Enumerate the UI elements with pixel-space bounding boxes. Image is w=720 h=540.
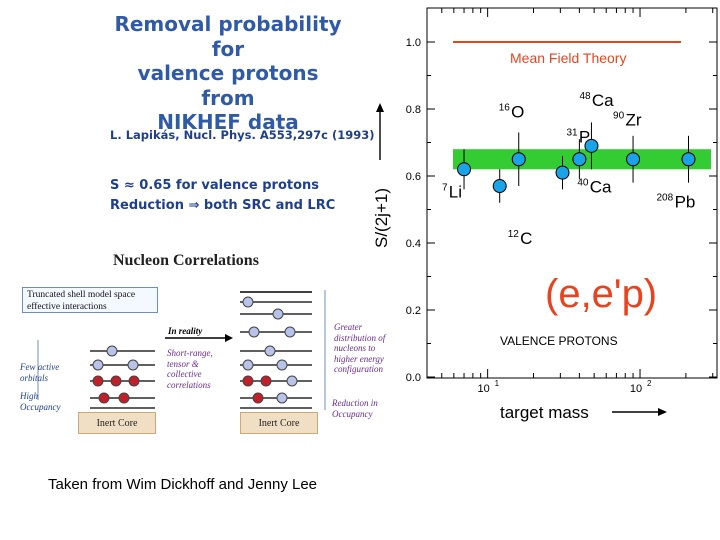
y-axis: 0.0 0.2 0.4 0.6 0.8 1.0	[406, 37, 717, 384]
spectroscopic-factor-note: S ≈ 0.65 for valence protons	[110, 178, 320, 193]
right-orbital-stack	[240, 291, 312, 409]
y-tick-label: 0.0	[406, 372, 421, 384]
reduction-occupancy-label: Reduction in Occupancy	[332, 398, 378, 419]
y-tick-label: 0.8	[406, 104, 421, 116]
title-line: valence protons	[137, 61, 319, 85]
x-tick-label: 10	[630, 383, 642, 395]
in-reality-label: In reality	[168, 326, 203, 336]
x-tick-exponent: 1	[495, 379, 500, 388]
left-orbital-stack	[90, 345, 155, 409]
inert-core-right: Inert Core	[240, 412, 318, 434]
point-mass-number: 16	[499, 102, 511, 113]
point-nucleus-label: Ca	[590, 177, 612, 196]
short-range-label: Short-range, tensor & collective correla…	[167, 348, 213, 390]
greater-distribution-label: Greater distribution of nucleons to high…	[334, 322, 386, 374]
point-mass-number: 7	[442, 182, 448, 193]
point-nucleus-label: Li	[449, 182, 462, 201]
valence-protons-label: VALENCE PROTONS	[500, 334, 618, 348]
high-occupancy-label: High Occupancy	[20, 391, 61, 412]
point-nucleus-label: P	[579, 128, 590, 147]
plot-frame	[426, 7, 718, 379]
y-tick-label: 0.6	[406, 171, 421, 183]
point-nucleus-label: Ca	[592, 91, 614, 110]
y-tick-label: 0.4	[406, 238, 421, 250]
point-mass-number: 12	[508, 229, 520, 240]
point-nucleus-label: O	[511, 102, 524, 121]
data-point	[584, 138, 599, 153]
data-point	[555, 165, 570, 180]
y-axis-label: S/(2j+1)	[372, 188, 391, 248]
data-point	[511, 152, 526, 167]
mean-field-label: Mean Field Theory	[510, 50, 626, 66]
data-point	[681, 152, 696, 167]
few-active-orbitals-label: Few active orbitals	[20, 362, 60, 383]
data-point	[457, 162, 472, 177]
correlations-diagram	[37, 290, 326, 410]
title-line: from	[201, 85, 255, 110]
x-tick-label: 10	[478, 383, 490, 395]
data-point	[572, 152, 587, 167]
y-tick-label: 1.0	[406, 37, 421, 49]
slide-title: Removal probability for valence protons …	[108, 12, 348, 135]
title-line: Removal probability for	[114, 12, 342, 61]
title-line: NIKHEF data	[157, 110, 299, 134]
spectroscopic-factor-chart: 0.0 0.2 0.4 0.6 0.8 1.0 10 1 10 2 Mean Field The…	[372, 7, 718, 422]
reaction-label: (e,e'p)	[545, 272, 657, 316]
y-axis-arrow	[376, 103, 384, 160]
point-mass-number: 208	[656, 192, 673, 203]
reference-citation: L. Lapikás, Nucl. Phys. A553,297c (1993)	[110, 128, 375, 142]
data-point	[492, 179, 507, 194]
x-axis-label: target mass	[500, 403, 589, 422]
correlations-title: Nucleon Correlations	[113, 252, 259, 269]
y-tick-label: 0.2	[406, 305, 421, 317]
inert-core-left: Inert Core	[78, 412, 156, 434]
point-nucleus-label: C	[520, 229, 532, 248]
x-axis-arrow	[612, 408, 667, 416]
point-nucleus-label: Pb	[675, 192, 696, 211]
point-mass-number: 31	[567, 128, 579, 139]
truncated-shell-model-box: Truncated shell model space effective in…	[22, 287, 158, 313]
reduction-note: Reduction ⇒ both SRC and LRC	[110, 198, 336, 213]
data-point	[626, 152, 641, 167]
point-mass-number: 48	[579, 91, 591, 102]
x-axis: 10 1 10 2	[426, 8, 714, 395]
credit-caption: Taken from Wim Dickhoff and Jenny Lee	[48, 476, 318, 493]
point-nucleus-label: Zr	[625, 110, 641, 129]
x-tick-exponent: 2	[647, 379, 652, 388]
point-mass-number: 40	[577, 177, 589, 188]
point-mass-number: 90	[613, 110, 625, 121]
